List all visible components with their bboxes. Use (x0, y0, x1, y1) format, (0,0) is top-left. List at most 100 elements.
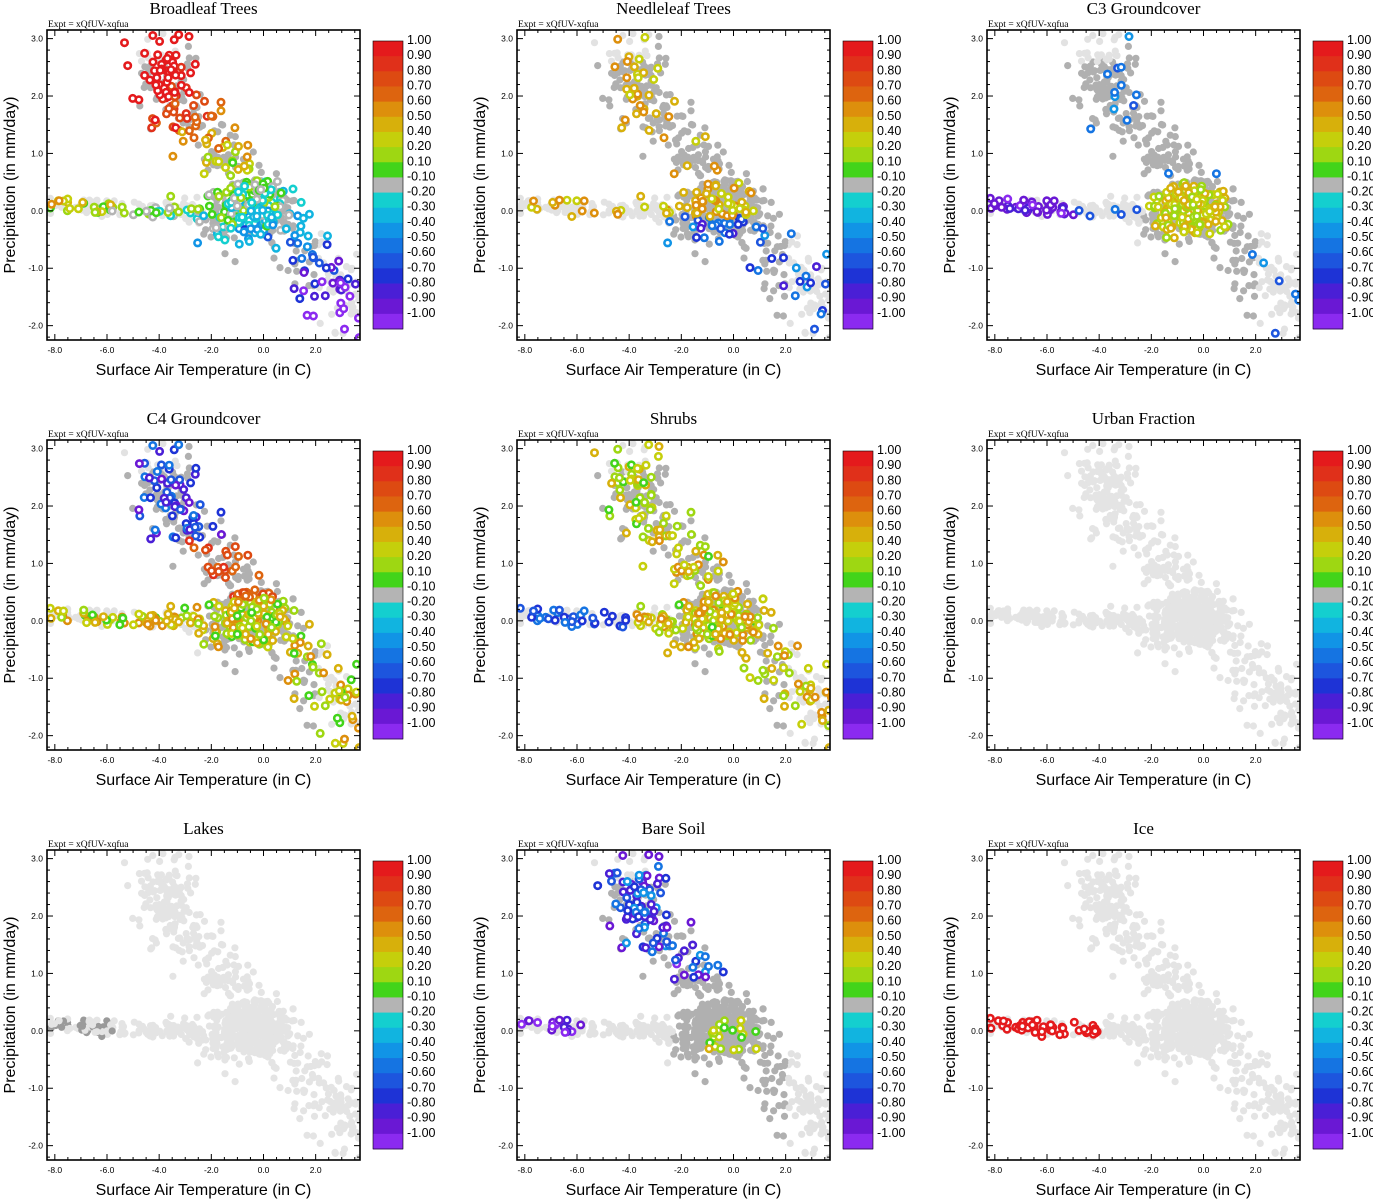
colorbar-segment (373, 192, 403, 209)
data-point (184, 42, 192, 51)
x-tick-label: 0.0 (728, 345, 740, 355)
significant-point (199, 169, 209, 179)
data-point (288, 197, 296, 205)
data-point (1104, 200, 1112, 208)
significant-point (246, 224, 256, 234)
data-point (689, 121, 697, 129)
significant-point (242, 152, 252, 162)
significant-point (272, 177, 282, 187)
significant-point (1074, 206, 1084, 216)
data-point (207, 233, 215, 241)
data-point (340, 711, 349, 719)
data-point (1234, 212, 1242, 220)
data-point (329, 288, 337, 296)
x-axis-title: Surface Air Temperature (in C) (1036, 362, 1252, 379)
y-tick-label: -2.0 (28, 321, 43, 331)
data-point (626, 37, 634, 46)
significant-point (779, 281, 789, 291)
significant-point (362, 295, 368, 301)
significant-point (688, 222, 698, 232)
colorbar-label: 0.10 (407, 154, 431, 168)
data-point (650, 204, 658, 212)
significant-point (177, 127, 187, 137)
significant-point (589, 208, 599, 218)
data-point (363, 711, 370, 718)
significant-point (701, 189, 711, 199)
y-tick-label: 3.0 (31, 34, 43, 44)
data-point (1174, 142, 1183, 150)
data-point (697, 172, 705, 180)
significant-point (211, 223, 221, 233)
significant-point (153, 50, 163, 60)
significant-point (88, 610, 98, 620)
colorbar-segment (1313, 207, 1343, 224)
data-point (1243, 311, 1251, 319)
data-point (839, 337, 846, 344)
significant-point (1056, 208, 1066, 218)
x-tick-label: 0.0 (1198, 345, 1210, 355)
significant-point (724, 229, 734, 239)
colorbar-label: 0.40 (1347, 124, 1371, 138)
data-point (230, 644, 238, 652)
data-point (1171, 258, 1179, 266)
colorbar-segment (843, 86, 873, 103)
significant-point (620, 115, 630, 125)
data-point (1245, 282, 1253, 290)
data-point (821, 290, 830, 298)
data-point (220, 638, 228, 647)
y-axis-title: Precipitation (in mm/day) (472, 97, 489, 274)
significant-point (1116, 62, 1126, 72)
significant-point (317, 277, 327, 287)
significant-point (213, 232, 223, 242)
data-point (1172, 153, 1180, 161)
data-point (599, 94, 607, 102)
data-point (605, 50, 614, 58)
data-point (1237, 222, 1245, 230)
colorbar-segment (1313, 177, 1343, 193)
data-point (1064, 62, 1072, 70)
data-point (1114, 114, 1122, 122)
significant-point (1166, 183, 1176, 193)
significant-point (226, 223, 236, 233)
colorbar-label: 0.10 (877, 154, 901, 168)
significant-point (1173, 187, 1183, 197)
colorbar-segment (373, 101, 403, 118)
significant-point (176, 80, 186, 90)
colorbar-segment (843, 101, 873, 118)
data-point (1293, 250, 1300, 258)
data-point (1282, 263, 1291, 271)
data-point (276, 264, 284, 272)
significant-point (203, 152, 213, 162)
data-point (1115, 31, 1123, 39)
significant-point (714, 236, 724, 246)
y-tick-label: 2.0 (971, 91, 983, 101)
data-point (249, 558, 257, 566)
significant-point (1192, 228, 1202, 238)
significant-point (47, 603, 55, 613)
x-axis-title: Surface Air Temperature (in C) (566, 362, 782, 379)
data-point (293, 267, 301, 275)
significant-point (748, 206, 758, 216)
significant-point (709, 161, 719, 171)
data-point (803, 304, 812, 312)
significant-point (314, 258, 324, 268)
significant-point (206, 111, 216, 121)
y-tick-label: -1.0 (28, 263, 43, 273)
colorbar-segment (373, 207, 403, 224)
data-point (1141, 136, 1150, 144)
data-point (185, 218, 193, 226)
significant-point (191, 90, 201, 100)
significant-point (246, 206, 256, 216)
colorbar-segment (843, 192, 873, 209)
point-layer (517, 30, 846, 344)
colorbar-label: 0.50 (407, 109, 431, 123)
data-point (1157, 98, 1165, 106)
significant-point (221, 163, 231, 173)
significant-point (698, 196, 708, 206)
significant-point (1109, 104, 1119, 114)
significant-point (1020, 205, 1030, 215)
data-point (331, 328, 339, 336)
significant-point (1085, 211, 1095, 221)
data-point (520, 200, 529, 208)
